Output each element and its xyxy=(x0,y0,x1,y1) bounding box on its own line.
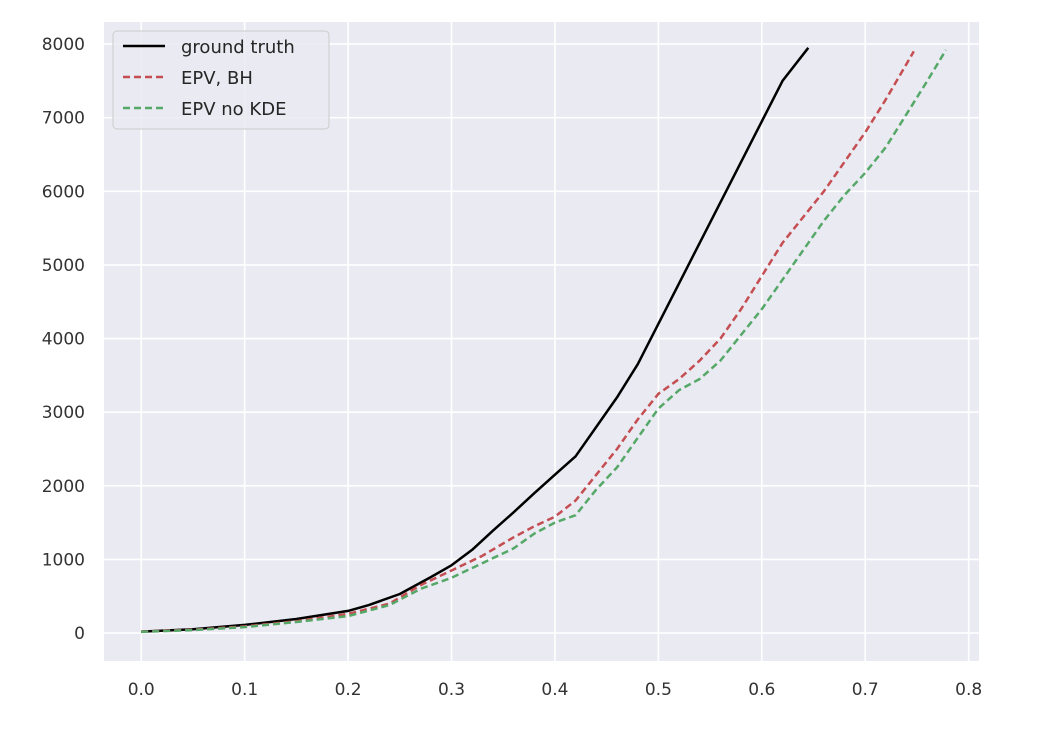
x-tick-label: 0.8 xyxy=(955,680,982,700)
series-line-ground-truth xyxy=(141,47,810,633)
x-tick-label: 0.3 xyxy=(438,680,465,700)
series-lines xyxy=(141,47,947,634)
y-tick-label: 2000 xyxy=(42,477,85,497)
x-tick-label: 0.2 xyxy=(335,680,362,700)
x-tick-label: 0.7 xyxy=(852,680,879,700)
y-tick-label: 1000 xyxy=(42,550,85,570)
y-tick-label: 0 xyxy=(74,624,85,644)
y-tick-label: 7000 xyxy=(42,109,85,129)
y-tick-label: 5000 xyxy=(42,256,85,276)
x-tick-label: 0.5 xyxy=(645,680,672,700)
y-tick-label: 4000 xyxy=(42,330,85,350)
y-tick-label: 3000 xyxy=(42,403,85,423)
y-tick-labels: 0 1000 2000 3000 4000 5000 6000 7000 8000 xyxy=(42,35,85,644)
x-tick-label: 0.0 xyxy=(128,680,155,700)
legend-label-epv-bh: EPV, BH xyxy=(181,68,253,89)
legend-label-ground-truth: ground truth xyxy=(181,37,295,58)
legend: ground truth EPV, BH EPV no KDE xyxy=(112,30,330,130)
legend-box xyxy=(112,30,330,130)
series-line-epv-bh xyxy=(141,50,915,633)
y-tick-label: 6000 xyxy=(42,182,85,202)
legend-label-epv-no-kde: EPV no KDE xyxy=(181,99,286,120)
y-tick-label: 8000 xyxy=(42,35,85,55)
x-tick-label: 0.6 xyxy=(748,680,775,700)
x-tick-label: 0.1 xyxy=(231,680,258,700)
x-tick-label: 0.4 xyxy=(541,680,568,700)
x-tick-labels: 0.0 0.1 0.2 0.3 0.4 0.5 0.6 0.7 0.8 xyxy=(128,680,982,700)
gridlines xyxy=(104,22,979,661)
